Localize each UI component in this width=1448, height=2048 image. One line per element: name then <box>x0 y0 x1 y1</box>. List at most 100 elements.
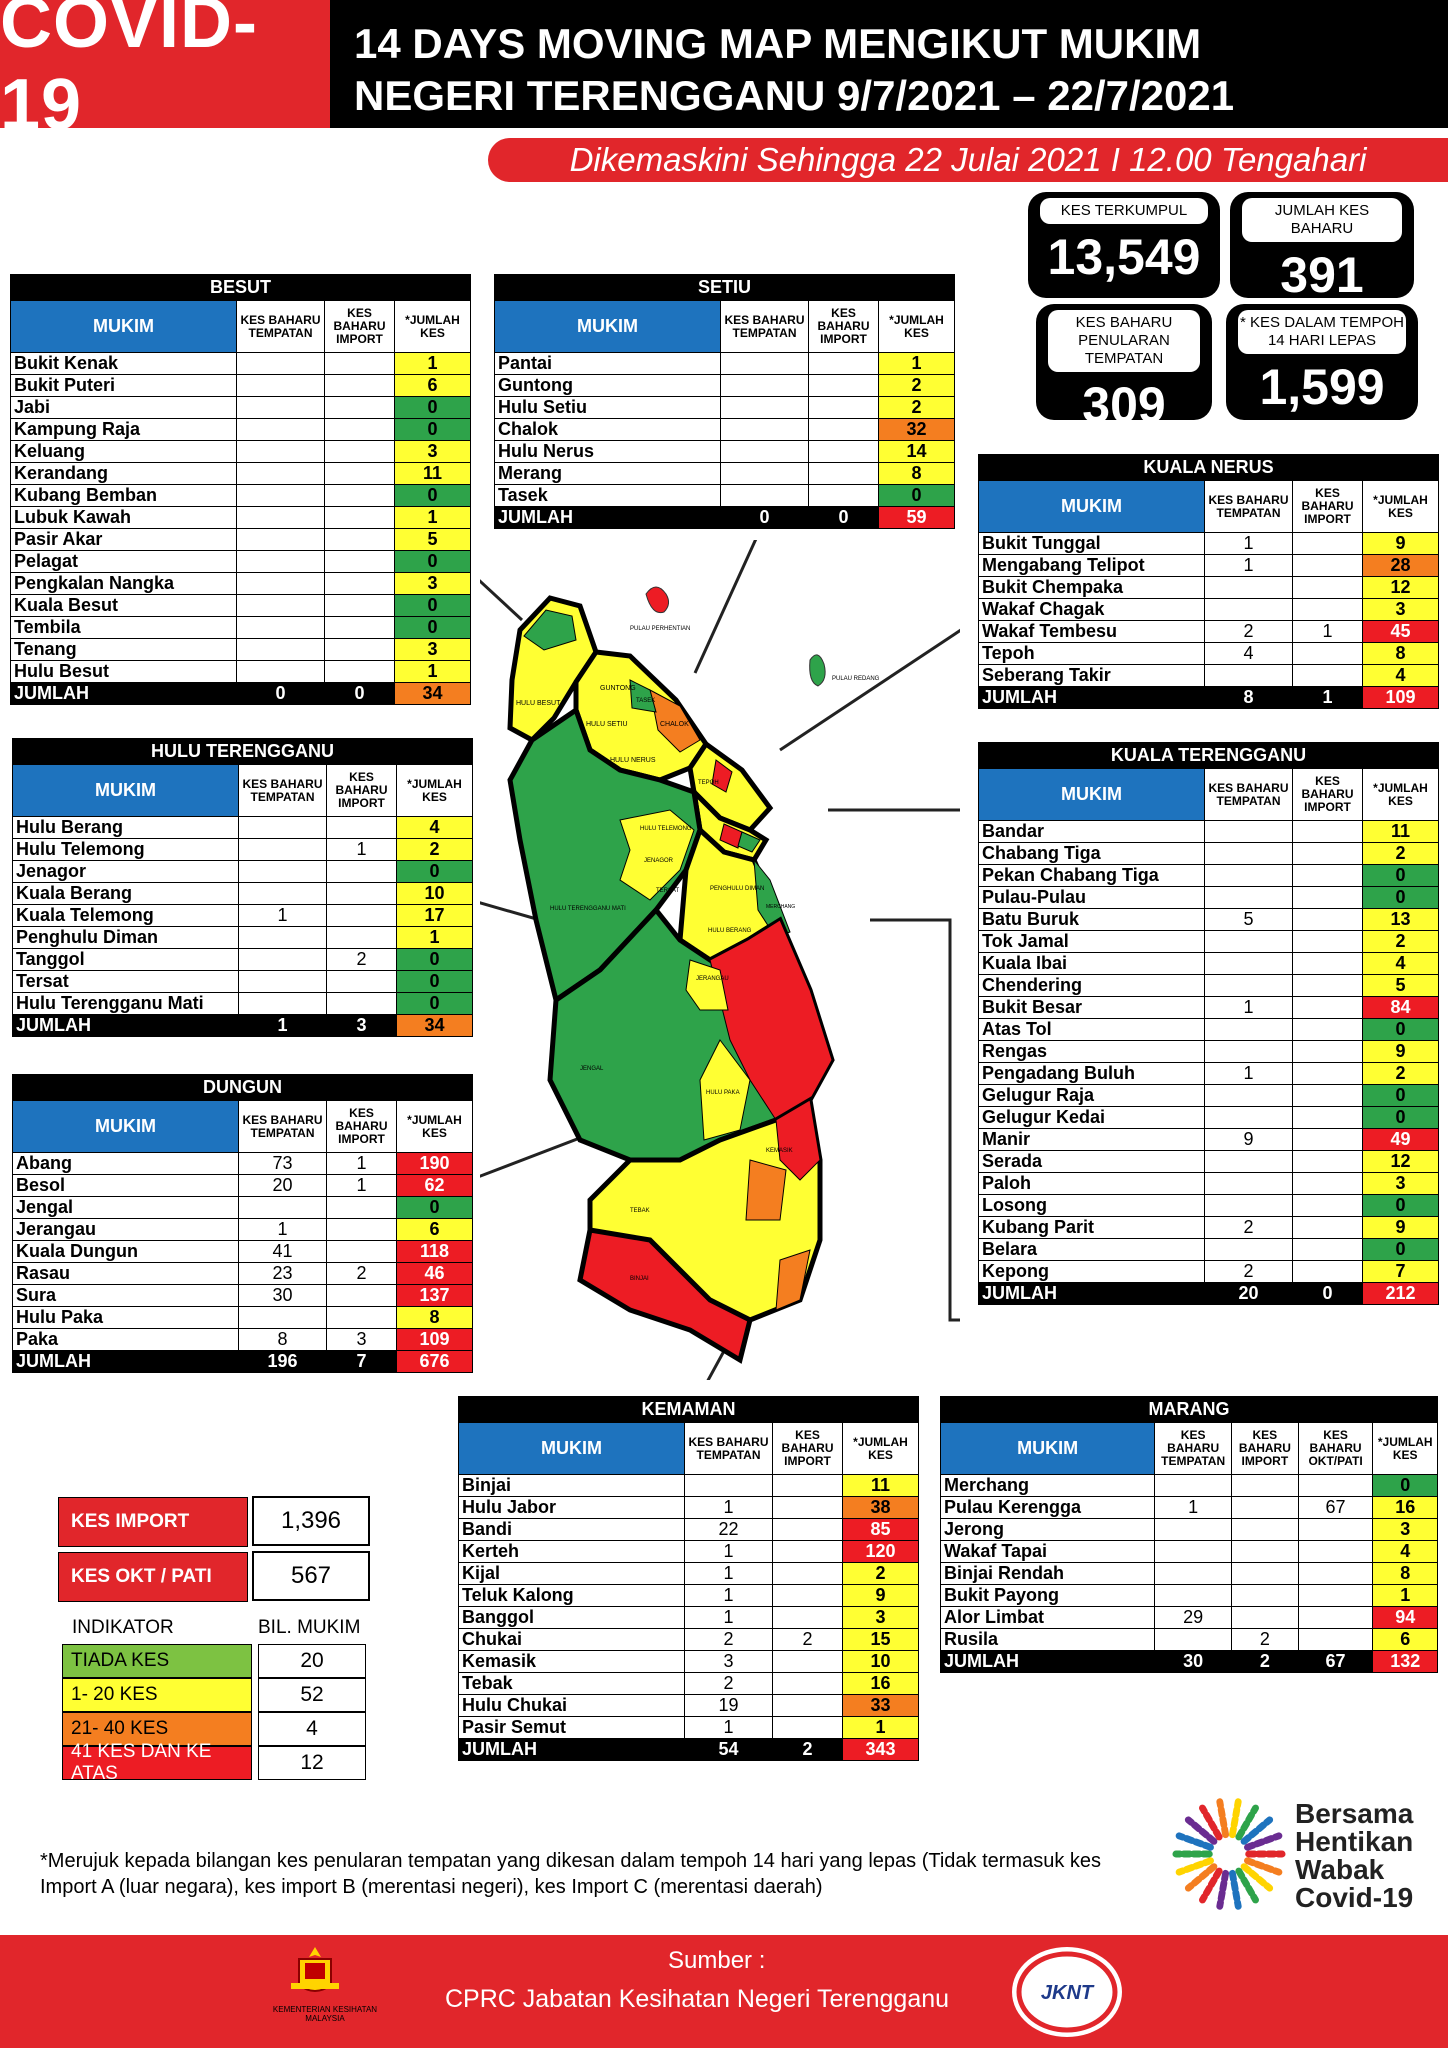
mukim-name: Tepoh <box>978 642 1205 665</box>
mukim-name: Bukit Besar <box>978 996 1205 1019</box>
table-title-row: DUNGUN <box>12 1074 473 1101</box>
jumlah-kes: 16 <box>1372 1496 1438 1519</box>
total-import: 2 <box>772 1738 843 1761</box>
jumlah-kes: 6 <box>396 1218 473 1241</box>
mukim-name: Lubuk Kawah <box>10 506 237 529</box>
mukim-name: Tenang <box>10 638 237 661</box>
jumlah-kes: 3 <box>842 1606 919 1629</box>
kes-tempatan <box>1204 974 1293 997</box>
kes-tempatan: 20 <box>238 1174 327 1197</box>
kes-tempatan <box>238 926 327 949</box>
mukim-name: Pengkalan Nangka <box>10 572 237 595</box>
kes-import <box>808 484 879 507</box>
kes-tempatan: 8 <box>238 1328 327 1351</box>
kes-tempatan <box>238 838 327 861</box>
kes-tempatan <box>236 396 325 419</box>
map-label: HULU NERUS <box>610 757 656 764</box>
jumlah-kes: 11 <box>842 1474 919 1497</box>
mukim-name: Paloh <box>978 1172 1205 1195</box>
col-mukim: MUKIM <box>10 300 237 353</box>
total-jumlah: 109 <box>1361 686 1440 709</box>
kes-import: 2 <box>326 1262 397 1285</box>
jumlah-kes: 38 <box>842 1496 919 1519</box>
mukim-name: Bukit Payong <box>939 1584 1156 1607</box>
map-label: BINJAI <box>630 1276 649 1282</box>
mukim-name: Bukit Puteri <box>10 374 237 397</box>
map-label: HULU BESUT <box>516 700 561 707</box>
total-label: JUMLAH <box>494 506 721 529</box>
table-title-row: KEMAMAN <box>458 1396 919 1423</box>
bersama-text: Bersama Hentikan Wabak Covid-19 <box>1295 1800 1413 1912</box>
jumlah-kes: 0 <box>1361 886 1440 909</box>
total-import: 0 <box>808 506 879 529</box>
col-import: KES BAHARU IMPORT <box>1292 480 1363 533</box>
stat-jumlah-kes-baharu: JUMLAH KES BAHARU 391 <box>1230 192 1414 303</box>
mukim-name: Kuala Ibai <box>978 952 1205 975</box>
kes-import <box>324 572 395 595</box>
jumlah-kes: 2 <box>1361 842 1440 865</box>
kes-tempatan <box>238 948 327 971</box>
kes-import: 1 <box>326 1174 397 1197</box>
map-label: PENGHULU DIMAN <box>710 886 764 892</box>
arrow-setiu <box>693 540 758 674</box>
table-besut: BESUT MUKIM KES BAHARU TEMPATAN KES BAHARU … <box>9 274 472 705</box>
col-mukim: MUKIM <box>978 768 1205 821</box>
kes-tempatan: 1 <box>1204 1062 1293 1085</box>
mukim-name: Kijal <box>458 1562 685 1585</box>
mukim-name: Rusila <box>939 1628 1156 1651</box>
ministry-name: KEMENTERIAN KESIHATAN MALAYSIA <box>272 2005 378 2023</box>
kes-tempatan: 1 <box>684 1496 773 1519</box>
pulau-redang <box>809 654 826 687</box>
kes-tempatan <box>720 418 809 441</box>
table-row: Kampung Raja 0 <box>10 418 472 441</box>
jumlah-kes: 33 <box>842 1694 919 1717</box>
kes-tempatan: 19 <box>684 1694 773 1717</box>
mukim-name: Merang <box>494 462 721 485</box>
kes-tempatan <box>720 396 809 419</box>
logo-ray <box>1235 1804 1259 1841</box>
kes-tempatan: 2 <box>1204 1216 1293 1239</box>
kn-wakaf-tembesu <box>711 759 733 793</box>
stat-value: 1,599 <box>1259 359 1385 415</box>
table-row: Pantai 1 <box>494 352 956 375</box>
table-total-row: JUMLAH 1 3 34 <box>12 1014 473 1037</box>
stat-label: * KES DALAM TEMPOH 14 HARI LEPAS <box>1238 310 1406 354</box>
kes-tempatan: 1 <box>238 904 327 927</box>
mukim-name: Binjai <box>458 1474 685 1497</box>
table-header-row: MUKIM KES BAHARU TEMPATAN KES BAHARU IMPOR… <box>939 1422 1438 1475</box>
table-row: Mengabang Telipot 1 28 <box>978 554 1440 577</box>
map-label: JERANGAU <box>696 976 729 982</box>
kes-tempatan <box>1204 1238 1293 1261</box>
table-row: Lubuk Kawah 1 <box>10 506 472 529</box>
bersama-line: Covid-19 <box>1295 1882 1414 1913</box>
mukim-name: Kemasik <box>458 1650 685 1673</box>
kes-import <box>1292 842 1363 865</box>
kes-import-label: KES IMPORT <box>58 1497 248 1547</box>
logo-ray <box>1228 1798 1242 1839</box>
jumlah-kes: 2 <box>1361 1062 1440 1085</box>
kes-tempatan <box>1204 1194 1293 1217</box>
map-label: PULAU PERHENTIAN <box>630 626 690 632</box>
mukim-name: Pulau Kerengga <box>939 1496 1156 1519</box>
jumlah-kes: 8 <box>396 1306 473 1329</box>
kes-import <box>808 418 879 441</box>
table-row: Tersat 0 <box>12 970 473 993</box>
jumlah-kes: 11 <box>393 462 472 485</box>
total-jumlah: 212 <box>1361 1282 1440 1305</box>
district-name: HULU TERENGGANU <box>12 738 473 765</box>
setiu-chalok <box>649 689 701 753</box>
kes-tempatan <box>236 638 325 661</box>
jumlah-kes: 0 <box>393 484 472 507</box>
kes-tempatan: 1 <box>238 1218 327 1241</box>
logo-ray <box>1175 1832 1214 1851</box>
table-row: Jabi 0 <box>10 396 472 419</box>
total-jumlah: 343 <box>842 1738 919 1761</box>
kes-tempatan <box>1204 1040 1293 1063</box>
map-label: GUNTONG <box>600 685 636 692</box>
kes-tempatan: 73 <box>238 1152 327 1175</box>
kes-import <box>1292 820 1363 843</box>
jumlah-kes: 10 <box>842 1650 919 1673</box>
kes-import <box>324 374 395 397</box>
kes-import <box>1292 930 1363 953</box>
kes-import <box>326 1240 397 1263</box>
